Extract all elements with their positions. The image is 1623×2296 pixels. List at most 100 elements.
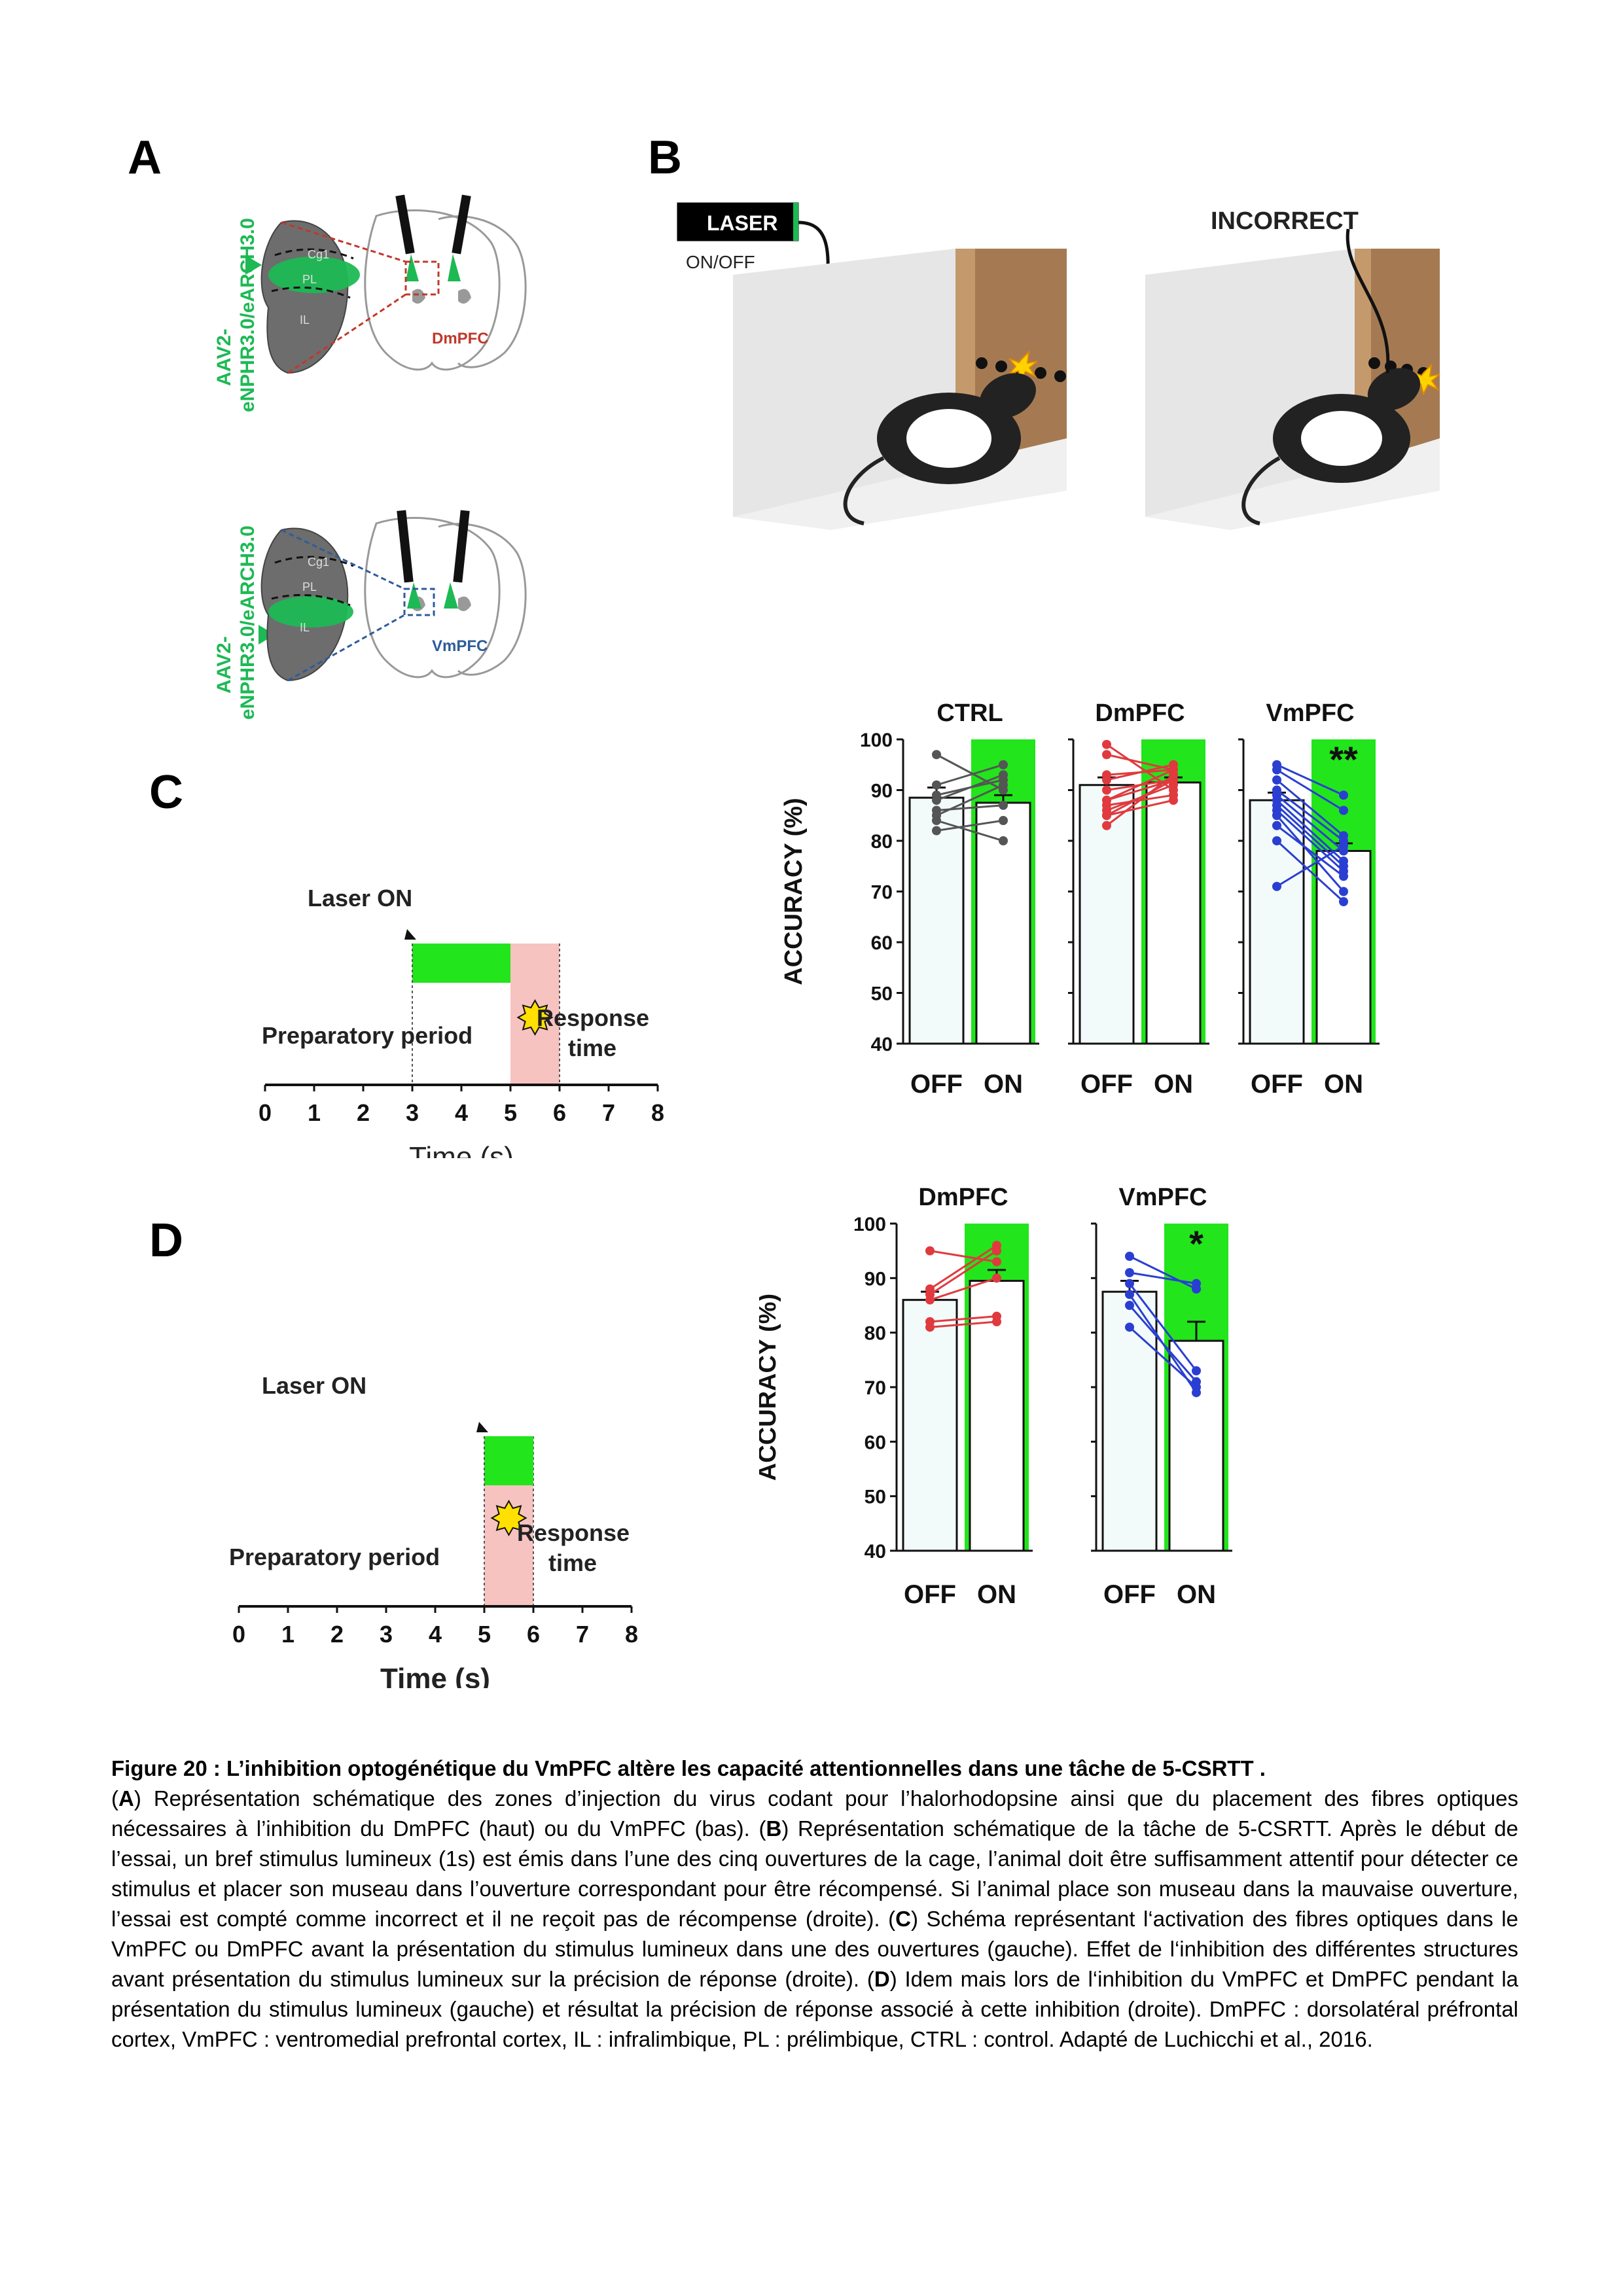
time-tick-label: 8 xyxy=(651,1099,664,1126)
y-tick-label: 50 xyxy=(865,1487,886,1508)
subject-point xyxy=(992,1246,1001,1256)
time-tick-label: 4 xyxy=(455,1099,468,1126)
laser-arrow-icon xyxy=(476,1422,488,1432)
subject-line xyxy=(929,1245,997,1290)
time-tick-label: 3 xyxy=(406,1099,419,1126)
subject-point xyxy=(1272,821,1281,830)
subject-line xyxy=(1275,804,1345,867)
subject-line xyxy=(1275,839,1345,903)
panel-b-task-schematic: LASER ON/OFF INCORRECT xyxy=(677,202,1440,530)
laser-arrow-icon xyxy=(404,929,416,940)
subject-line xyxy=(1276,779,1344,837)
figure-caption: Figure 20 : L’inhibition optogénétique d… xyxy=(111,1754,1518,2055)
laser-window xyxy=(484,1436,533,1485)
laser-label: LASER xyxy=(707,211,777,235)
subject-line xyxy=(1276,824,1344,877)
subject-line xyxy=(936,773,1004,802)
panel-d-timeline: Laser ON Preparatory period Response time 0 1… xyxy=(229,1372,638,1688)
subject-point xyxy=(1102,775,1111,785)
subject-point xyxy=(1169,796,1178,805)
caption-letter-d: D xyxy=(874,1967,890,1991)
subject-line xyxy=(936,753,1004,791)
subject-line xyxy=(1276,794,1344,852)
subject-line xyxy=(1275,799,1345,862)
subject-point xyxy=(992,1257,1001,1267)
bar xyxy=(1145,781,1202,1045)
injection-arrow-icon xyxy=(245,255,262,275)
category-label: ON xyxy=(984,1070,1023,1099)
category-label: ON xyxy=(1154,1070,1193,1099)
caption-text-a: ) Représentation schématique des zones d… xyxy=(111,1786,1518,1841)
subject-line xyxy=(1276,764,1344,796)
subject-line xyxy=(1128,1294,1198,1394)
subject-point xyxy=(992,1317,1001,1326)
subject-point xyxy=(1125,1290,1134,1299)
subject-line xyxy=(1275,815,1345,892)
panel-label-d: D xyxy=(149,1214,183,1267)
subject-point xyxy=(1125,1279,1134,1288)
time-tick-label: 7 xyxy=(576,1621,589,1648)
panel-c-accuracy-chart: ACCURACY (%) 40 50 60 70 80 90 100 CTRL OFF ON DmPF… xyxy=(780,699,1380,1099)
subject-point xyxy=(1125,1252,1134,1261)
category-label: OFF xyxy=(1251,1070,1303,1099)
response-label-2: time xyxy=(568,1034,616,1061)
time-tick-label: 5 xyxy=(504,1099,517,1126)
time-tick-label: 2 xyxy=(330,1621,344,1648)
subject-line xyxy=(1106,769,1174,802)
subject-point xyxy=(1339,872,1348,881)
subject-line xyxy=(929,1277,997,1301)
region-pl: PL xyxy=(302,273,317,286)
panel-label-a: A xyxy=(128,132,162,184)
subject-point xyxy=(999,816,1008,825)
subject-line xyxy=(1106,779,1174,802)
group-title: VmPFC xyxy=(1118,1184,1207,1211)
subject-point xyxy=(925,1322,935,1332)
optic-fiber-left xyxy=(397,510,414,583)
group-title: CTRL xyxy=(936,699,1003,727)
virus-label-top-2: eNPHR3.0/eARCH3.0 xyxy=(237,218,259,412)
caption-title: Figure 20 : L’inhibition optogénétique d… xyxy=(111,1756,1266,1780)
subject-point xyxy=(1125,1301,1134,1310)
time-tick-label: 3 xyxy=(380,1621,393,1648)
subject-line xyxy=(936,819,1004,832)
caption-letter-b: B xyxy=(766,1816,782,1841)
y-tick-label: 70 xyxy=(865,1377,886,1399)
y-tick-label: 80 xyxy=(871,831,893,853)
subject-point xyxy=(1192,1388,1201,1398)
panel-label-b: B xyxy=(648,132,682,184)
subject-line xyxy=(1275,809,1345,872)
time-tick-label: 6 xyxy=(527,1621,540,1648)
panel-label-c: C xyxy=(149,766,183,819)
category-label: ON xyxy=(977,1580,1016,1609)
laser-on-label: Laser ON xyxy=(262,1372,366,1399)
subject-line xyxy=(1106,799,1174,817)
group-title: DmPFC xyxy=(918,1184,1008,1211)
vmpfc-injection-diagram: AAV2- eNPHR3.0/eARCH3.0 Cg1 PL IL VmPFC xyxy=(213,510,527,720)
region-pl: PL xyxy=(302,580,317,593)
subject-point xyxy=(1102,750,1111,760)
region-cg1: Cg1 xyxy=(308,556,329,569)
response-label-2: time xyxy=(548,1549,597,1576)
y-tick-label: 50 xyxy=(871,983,893,1005)
subject-line xyxy=(936,819,1004,842)
category-label: OFF xyxy=(910,1070,963,1099)
panel-c-timeline: Laser ON Preparatory period Response time 0 1… xyxy=(259,885,664,1158)
time-tick-label: 7 xyxy=(602,1099,615,1126)
category-label: ON xyxy=(1324,1070,1363,1099)
incorrect-label: INCORRECT xyxy=(1211,207,1359,235)
optic-fiber-right xyxy=(453,510,470,583)
optic-fiber-left xyxy=(395,194,415,255)
laser-box: LASER ON/OFF xyxy=(677,202,799,272)
subject-line xyxy=(1276,769,1344,811)
subject-line xyxy=(1128,1282,1198,1371)
sagittal-section xyxy=(260,220,349,374)
subject-point xyxy=(1102,796,1111,805)
coronal-section xyxy=(364,209,501,371)
y-tick-label: 70 xyxy=(871,882,893,904)
subject-point xyxy=(932,816,941,825)
y-tick-label: 100 xyxy=(860,730,893,751)
subject-point xyxy=(999,770,1008,780)
region-il: IL xyxy=(300,313,310,327)
stimulus-light-icon xyxy=(516,998,554,1036)
region-il: IL xyxy=(300,621,310,634)
